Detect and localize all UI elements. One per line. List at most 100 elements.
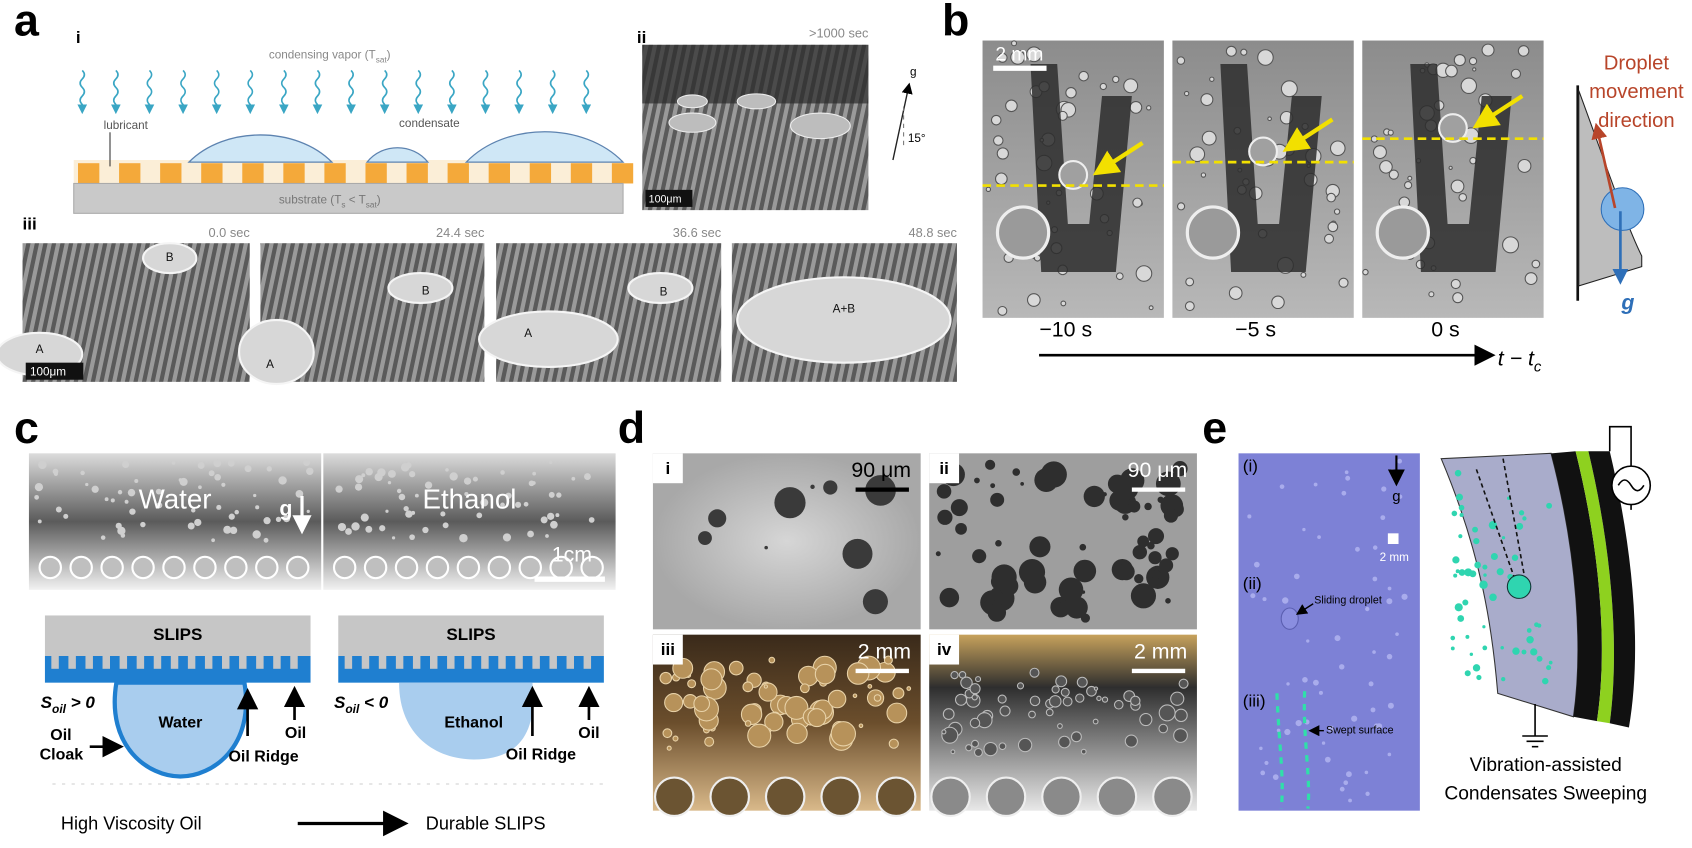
droplet [224,555,248,580]
droplet [994,172,1008,186]
droplet [480,498,489,507]
droplet [764,712,784,732]
droplet [1144,502,1152,511]
label: 2 mm [995,45,1043,66]
droplet [1020,482,1024,486]
droplet [1026,293,1041,307]
pillar [529,163,552,184]
label: substrate (Ts < Tsat) [279,194,381,210]
droplet [332,555,357,580]
droplet [1482,564,1488,570]
label: Ethanol [422,484,516,515]
droplet [1324,233,1334,244]
droplet [1012,468,1021,476]
droplet [1501,536,1506,540]
droplet [394,555,419,580]
droplet [197,462,205,469]
droplet [810,484,815,490]
droplet [1324,756,1331,763]
droplet [999,705,1011,717]
label: iii [23,215,37,234]
vapor-arrow [279,69,289,115]
droplet [846,662,870,685]
droplet [1333,208,1341,215]
droplet [365,467,373,476]
droplet [830,721,856,747]
pillar [378,656,387,669]
droplet [405,510,413,518]
arrow [892,82,913,161]
droplet [216,504,222,510]
droplet [1172,461,1188,477]
droplet [91,485,99,493]
droplet [807,708,827,728]
droplet [1460,77,1478,94]
droplet [1452,556,1460,564]
droplet [500,502,505,508]
droplet [965,744,973,752]
droplet [424,481,433,489]
droplet [875,776,917,818]
arrow [1472,94,1524,129]
droplet [1049,695,1062,708]
vapor-arrow [245,69,256,115]
droplet [676,94,708,109]
droplet [584,473,591,480]
label: 48.8 sec [909,225,958,240]
droplet [862,589,888,615]
droplet [1200,93,1214,107]
droplet [950,499,968,517]
pillar [119,656,128,669]
droplet [238,318,315,386]
droplet [969,717,981,729]
pillar [481,656,489,669]
droplet [1029,536,1051,558]
label-part: < T [345,194,365,207]
droplet [987,603,1007,622]
droplet [156,502,163,509]
label: lubricant [104,119,149,132]
droplet [1139,712,1153,727]
droplet [1376,723,1383,730]
droplet [972,549,987,564]
label-part: sat [366,200,378,209]
water-drop [112,680,249,779]
droplet [459,533,468,543]
label: Water [139,484,212,515]
droplet [252,530,261,539]
droplet [985,186,992,192]
droplet [286,555,310,580]
label-part: > 0 [66,692,95,711]
droplet [1452,292,1464,304]
ac-wave [1617,479,1645,492]
droplet [1521,649,1527,655]
droplet [1518,510,1525,516]
droplet [363,555,388,580]
droplet [377,468,386,477]
pillar [549,656,557,669]
droplet [122,460,130,468]
label: Oil [285,725,306,742]
droplet [1040,461,1067,488]
droplet [425,555,450,580]
droplet [740,703,763,726]
droplet [1490,553,1498,561]
droplet [1201,130,1217,146]
arrow [1295,603,1314,615]
vapor-arrow [379,69,390,115]
droplet [555,513,560,518]
droplet [1264,760,1269,765]
droplet [1474,561,1482,569]
droplet [1011,40,1018,47]
droplet [659,671,673,685]
droplet [409,534,415,541]
droplet [1058,160,1089,190]
droplet [654,776,695,818]
droplet [1524,272,1538,286]
droplet [464,491,469,497]
droplet [532,471,537,476]
label: Swept surface [1326,724,1394,736]
droplet [1016,682,1025,690]
droplet [954,693,968,706]
droplet [1250,593,1256,599]
